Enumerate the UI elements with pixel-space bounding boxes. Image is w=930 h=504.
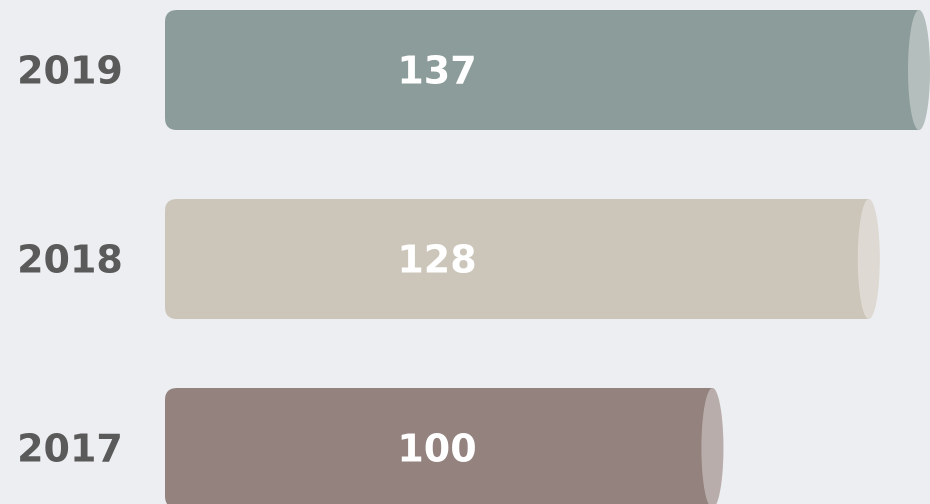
bar: [165, 10, 919, 130]
category-label: 2018: [17, 238, 123, 282]
value-label: 128: [397, 238, 476, 282]
bar: [165, 388, 713, 504]
category-label: 2019: [17, 49, 123, 93]
bar-cap-highlight: [857, 199, 880, 319]
bar-cap: [701, 388, 724, 504]
value-label: 137: [397, 49, 476, 93]
bar-cap-highlight: [701, 388, 724, 504]
bar: [165, 199, 869, 319]
category-label: 2017: [17, 427, 123, 471]
bar-cap: [857, 199, 880, 319]
value-label: 100: [397, 427, 476, 471]
bar-cap: [908, 10, 930, 130]
bar-cap-highlight: [908, 10, 930, 130]
